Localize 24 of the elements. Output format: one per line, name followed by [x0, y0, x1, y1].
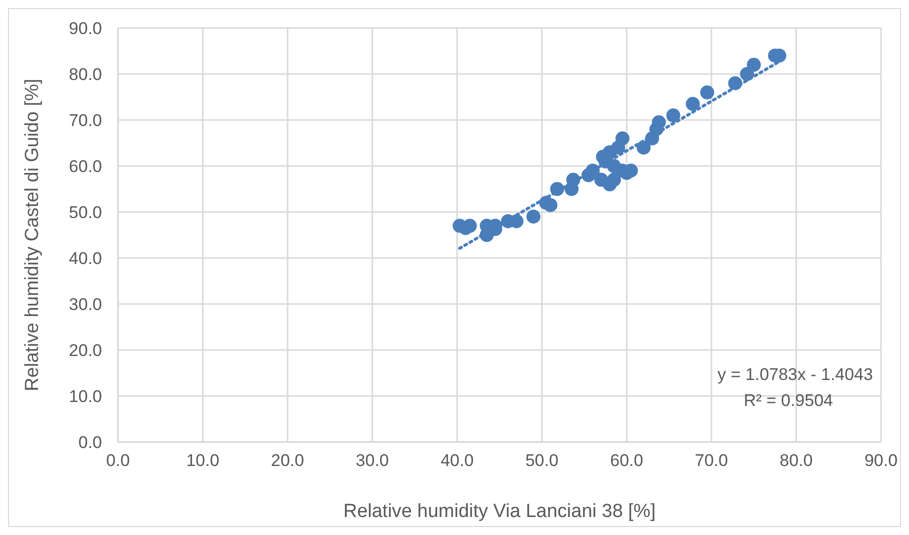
- y-tick-label: 30.0: [68, 295, 102, 314]
- x-tick-label: 50.0: [525, 451, 558, 470]
- y-tick-label: 10.0: [68, 387, 102, 406]
- x-tick-label: 40.0: [440, 451, 474, 470]
- y-axis-title: Relative humidity Castel di Guido [%]: [22, 78, 43, 392]
- y-tick-label: 80.0: [68, 65, 102, 84]
- x-tick-label: 70.0: [694, 451, 728, 470]
- y-tick-label: 60.0: [68, 157, 102, 176]
- y-tick-label: 70.0: [68, 111, 102, 130]
- x-tick-label: 80.0: [780, 451, 813, 470]
- x-tick-label: 60.0: [610, 451, 644, 470]
- y-tick-label: 20.0: [68, 341, 102, 360]
- y-tick-label: 0.0: [78, 433, 102, 452]
- y-tick-label: 40.0: [68, 249, 102, 268]
- x-tick-label: 90.0: [864, 451, 898, 470]
- x-tick-label: 0.0: [106, 451, 130, 470]
- y-tick-label: 90.0: [68, 19, 102, 38]
- y-tick-label: 50.0: [68, 203, 102, 222]
- annotation: R² = 0.9504: [744, 391, 833, 410]
- x-tick-label: 20.0: [271, 451, 304, 470]
- x-tick-label: 10.0: [186, 451, 220, 470]
- x-tick-label: 30.0: [356, 451, 389, 470]
- annotation: y = 1.0783x - 1.4043: [718, 365, 873, 384]
- x-axis-title: Relative humidity Via Lanciani 38 [%]: [343, 501, 656, 522]
